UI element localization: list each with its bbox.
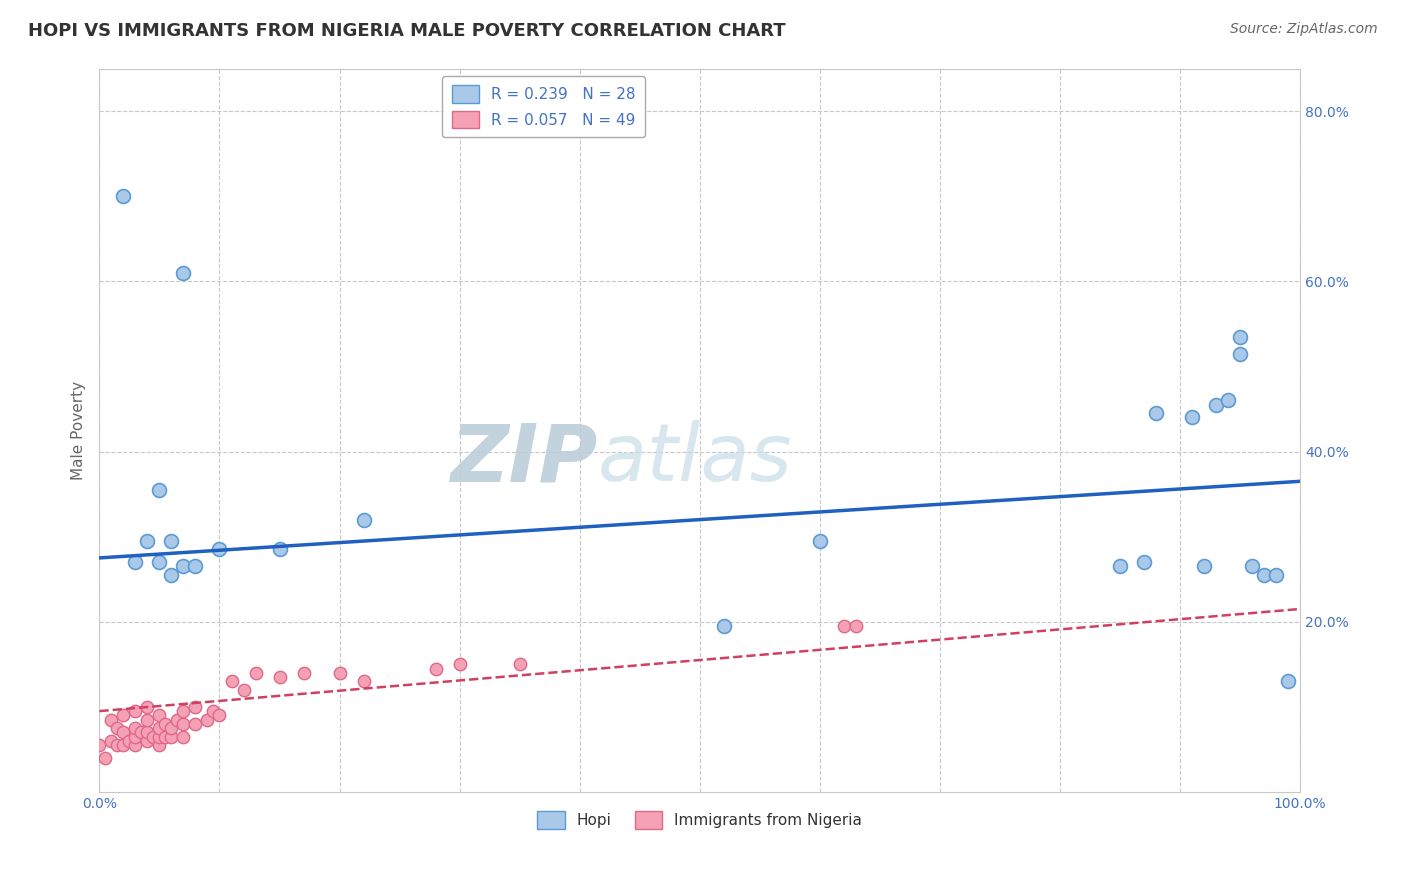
Point <box>136 713 159 727</box>
Point <box>184 699 207 714</box>
Point <box>148 483 170 497</box>
Point <box>148 730 170 744</box>
Point <box>124 721 146 735</box>
Point <box>124 704 146 718</box>
Point <box>136 699 159 714</box>
Point <box>107 721 129 735</box>
Point <box>1181 410 1204 425</box>
Point <box>353 513 375 527</box>
Point <box>112 189 135 203</box>
Point <box>292 665 315 680</box>
Text: Source: ZipAtlas.com: Source: ZipAtlas.com <box>1230 22 1378 37</box>
Point <box>713 619 735 633</box>
Point <box>1144 406 1167 420</box>
Point <box>148 738 170 752</box>
Point <box>131 725 153 739</box>
Point <box>160 533 183 548</box>
Point <box>136 734 159 748</box>
Point <box>184 717 207 731</box>
Point <box>107 738 129 752</box>
Text: HOPI VS IMMIGRANTS FROM NIGERIA MALE POVERTY CORRELATION CHART: HOPI VS IMMIGRANTS FROM NIGERIA MALE POV… <box>28 22 786 40</box>
Point <box>124 555 146 569</box>
Point <box>112 725 135 739</box>
Point <box>136 533 159 548</box>
Point <box>1229 329 1251 343</box>
Point <box>155 717 177 731</box>
Point <box>172 717 194 731</box>
Point <box>100 713 122 727</box>
Point <box>136 725 159 739</box>
Point <box>832 619 855 633</box>
Point <box>353 674 375 689</box>
Point <box>172 266 194 280</box>
Point <box>148 721 170 735</box>
Point <box>208 708 231 723</box>
Point <box>148 555 170 569</box>
Legend: Hopi, Immigrants from Nigeria: Hopi, Immigrants from Nigeria <box>531 805 869 835</box>
Point <box>160 721 183 735</box>
Point <box>124 730 146 744</box>
Point <box>197 713 219 727</box>
Point <box>1277 674 1299 689</box>
Point <box>160 730 183 744</box>
Point <box>1241 559 1264 574</box>
Point <box>269 542 291 557</box>
Y-axis label: Male Poverty: Male Poverty <box>72 381 86 480</box>
Text: atlas: atlas <box>598 420 793 498</box>
Point <box>89 738 111 752</box>
Point <box>425 661 447 675</box>
Point <box>172 559 194 574</box>
Point <box>208 542 231 557</box>
Text: ZIP: ZIP <box>450 420 598 498</box>
Point <box>845 619 868 633</box>
Point <box>172 730 194 744</box>
Point <box>202 704 225 718</box>
Point <box>1253 568 1275 582</box>
Point <box>329 665 352 680</box>
Point <box>100 734 122 748</box>
Point <box>221 674 243 689</box>
Point <box>184 559 207 574</box>
Point <box>509 657 531 672</box>
Point <box>155 730 177 744</box>
Point <box>148 708 170 723</box>
Point <box>1192 559 1215 574</box>
Point <box>160 568 183 582</box>
Point <box>1109 559 1132 574</box>
Point <box>245 665 267 680</box>
Point <box>142 730 165 744</box>
Point <box>1216 393 1239 408</box>
Point <box>118 734 141 748</box>
Point <box>1133 555 1156 569</box>
Point <box>269 670 291 684</box>
Point <box>94 751 117 765</box>
Point <box>112 708 135 723</box>
Point <box>172 704 194 718</box>
Point <box>1229 346 1251 360</box>
Point <box>1205 398 1227 412</box>
Point <box>112 738 135 752</box>
Point <box>449 657 471 672</box>
Point <box>1265 568 1288 582</box>
Point <box>232 682 254 697</box>
Point <box>166 713 188 727</box>
Point <box>124 738 146 752</box>
Point <box>808 533 831 548</box>
